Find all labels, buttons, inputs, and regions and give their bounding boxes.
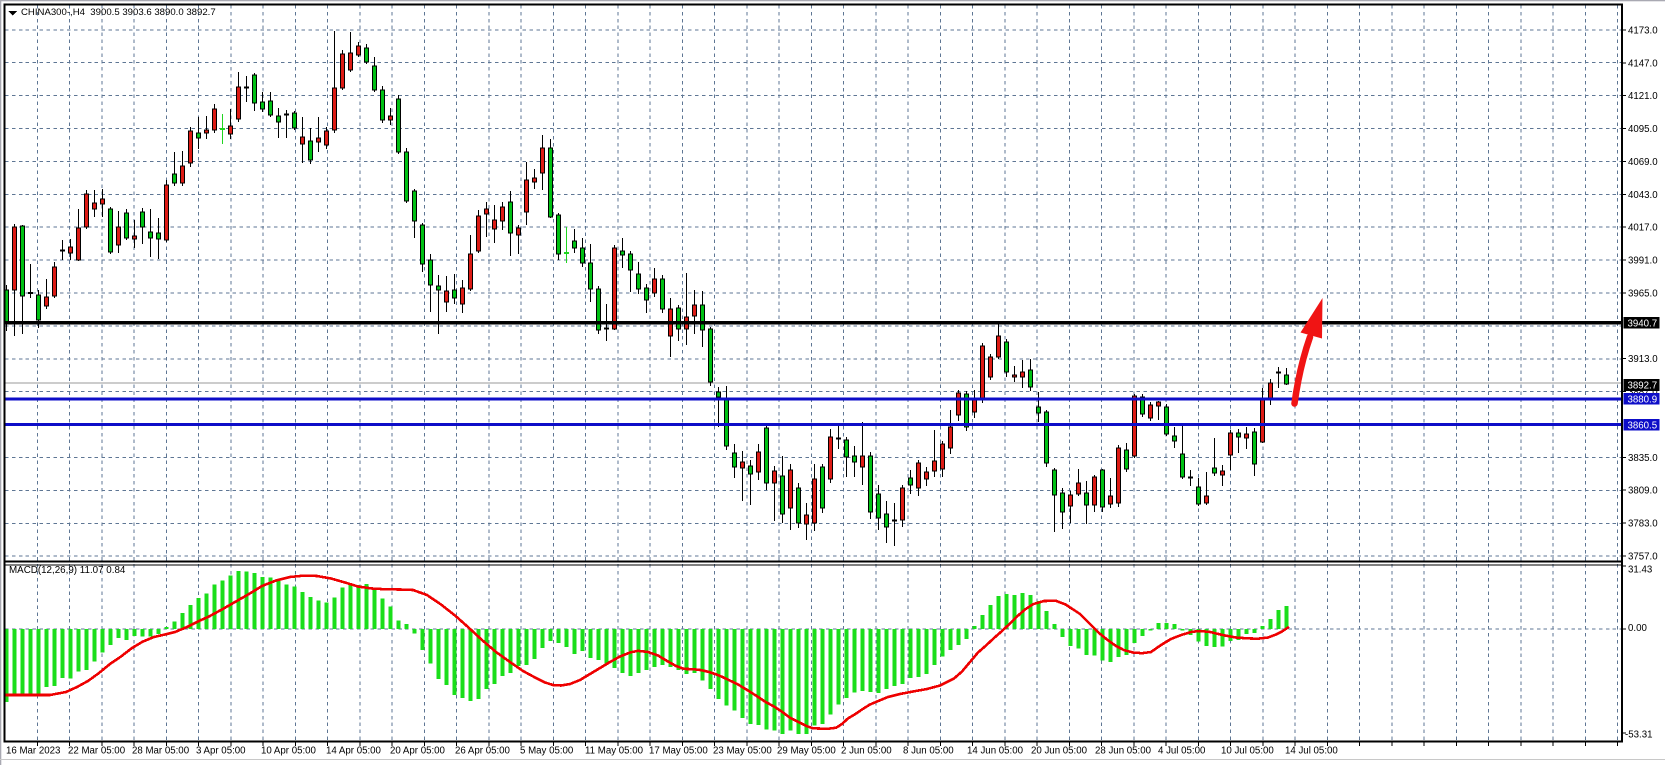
svg-text:10 Jul 05:00: 10 Jul 05:00 — [1221, 746, 1274, 757]
svg-text:2 Jun 05:00: 2 Jun 05:00 — [841, 746, 892, 757]
svg-text:4095.0: 4095.0 — [1628, 124, 1658, 135]
svg-text:3892.7: 3892.7 — [1628, 381, 1658, 392]
svg-text:8 Jun 05:00: 8 Jun 05:00 — [903, 746, 954, 757]
svg-text:3880.9: 3880.9 — [1628, 394, 1658, 405]
svg-text:23 May 05:00: 23 May 05:00 — [713, 746, 772, 757]
svg-text:4043.0: 4043.0 — [1628, 190, 1658, 201]
svg-text:CHINA300-,H4 3900.5 3903.6 38: CHINA300-,H4 3900.5 3903.6 3890.0 3892.7 — [21, 7, 216, 18]
svg-text:3757.0: 3757.0 — [1628, 552, 1658, 563]
svg-text:3860.5: 3860.5 — [1628, 421, 1658, 432]
svg-text:3913.0: 3913.0 — [1628, 354, 1658, 365]
svg-text:20 Apr 05:00: 20 Apr 05:00 — [390, 746, 446, 757]
svg-text:31.43: 31.43 — [1628, 565, 1652, 576]
svg-text:4017.0: 4017.0 — [1628, 223, 1658, 234]
svg-text:14 Jun 05:00: 14 Jun 05:00 — [967, 746, 1024, 757]
svg-text:11 May 05:00: 11 May 05:00 — [585, 746, 644, 757]
svg-text:4 Jul 05:00: 4 Jul 05:00 — [1158, 746, 1206, 757]
svg-text:3 Apr 05:00: 3 Apr 05:00 — [196, 746, 246, 757]
svg-text:3887.0: 3887.0 — [1628, 387, 1658, 398]
svg-text:-53.31: -53.31 — [1625, 730, 1652, 741]
svg-text:26 Apr 05:00: 26 Apr 05:00 — [455, 746, 511, 757]
svg-text:28 Jun 05:00: 28 Jun 05:00 — [1095, 746, 1152, 757]
svg-text:3965.0: 3965.0 — [1628, 288, 1658, 299]
svg-text:4173.0: 4173.0 — [1628, 26, 1658, 37]
svg-text:4121.0: 4121.0 — [1628, 91, 1658, 102]
svg-text:3940.7: 3940.7 — [1628, 318, 1658, 329]
svg-text:22 Mar 05:00: 22 Mar 05:00 — [68, 746, 126, 757]
svg-text:0.00: 0.00 — [1628, 623, 1647, 634]
svg-text:3783.0: 3783.0 — [1628, 519, 1658, 530]
svg-text:17 May 05:00: 17 May 05:00 — [649, 746, 708, 757]
svg-text:MACD(12,26,9) 11.07 0.84: MACD(12,26,9) 11.07 0.84 — [9, 565, 126, 576]
svg-text:3809.0: 3809.0 — [1628, 486, 1658, 497]
svg-text:16 Mar 2023: 16 Mar 2023 — [6, 746, 60, 757]
svg-text:4147.0: 4147.0 — [1628, 58, 1658, 69]
svg-text:14 Apr 05:00: 14 Apr 05:00 — [326, 746, 382, 757]
svg-text:3835.0: 3835.0 — [1628, 453, 1658, 464]
svg-text:10 Apr 05:00: 10 Apr 05:00 — [261, 746, 317, 757]
svg-text:28 Mar 05:00: 28 Mar 05:00 — [132, 746, 190, 757]
svg-text:3991.0: 3991.0 — [1628, 256, 1658, 267]
svg-text:29 May 05:00: 29 May 05:00 — [777, 746, 836, 757]
svg-text:4069.0: 4069.0 — [1628, 157, 1658, 168]
svg-text:5 May 05:00: 5 May 05:00 — [520, 746, 574, 757]
svg-text:20 Jun 05:00: 20 Jun 05:00 — [1031, 746, 1088, 757]
svg-text:14 Jul 05:00: 14 Jul 05:00 — [1285, 746, 1338, 757]
